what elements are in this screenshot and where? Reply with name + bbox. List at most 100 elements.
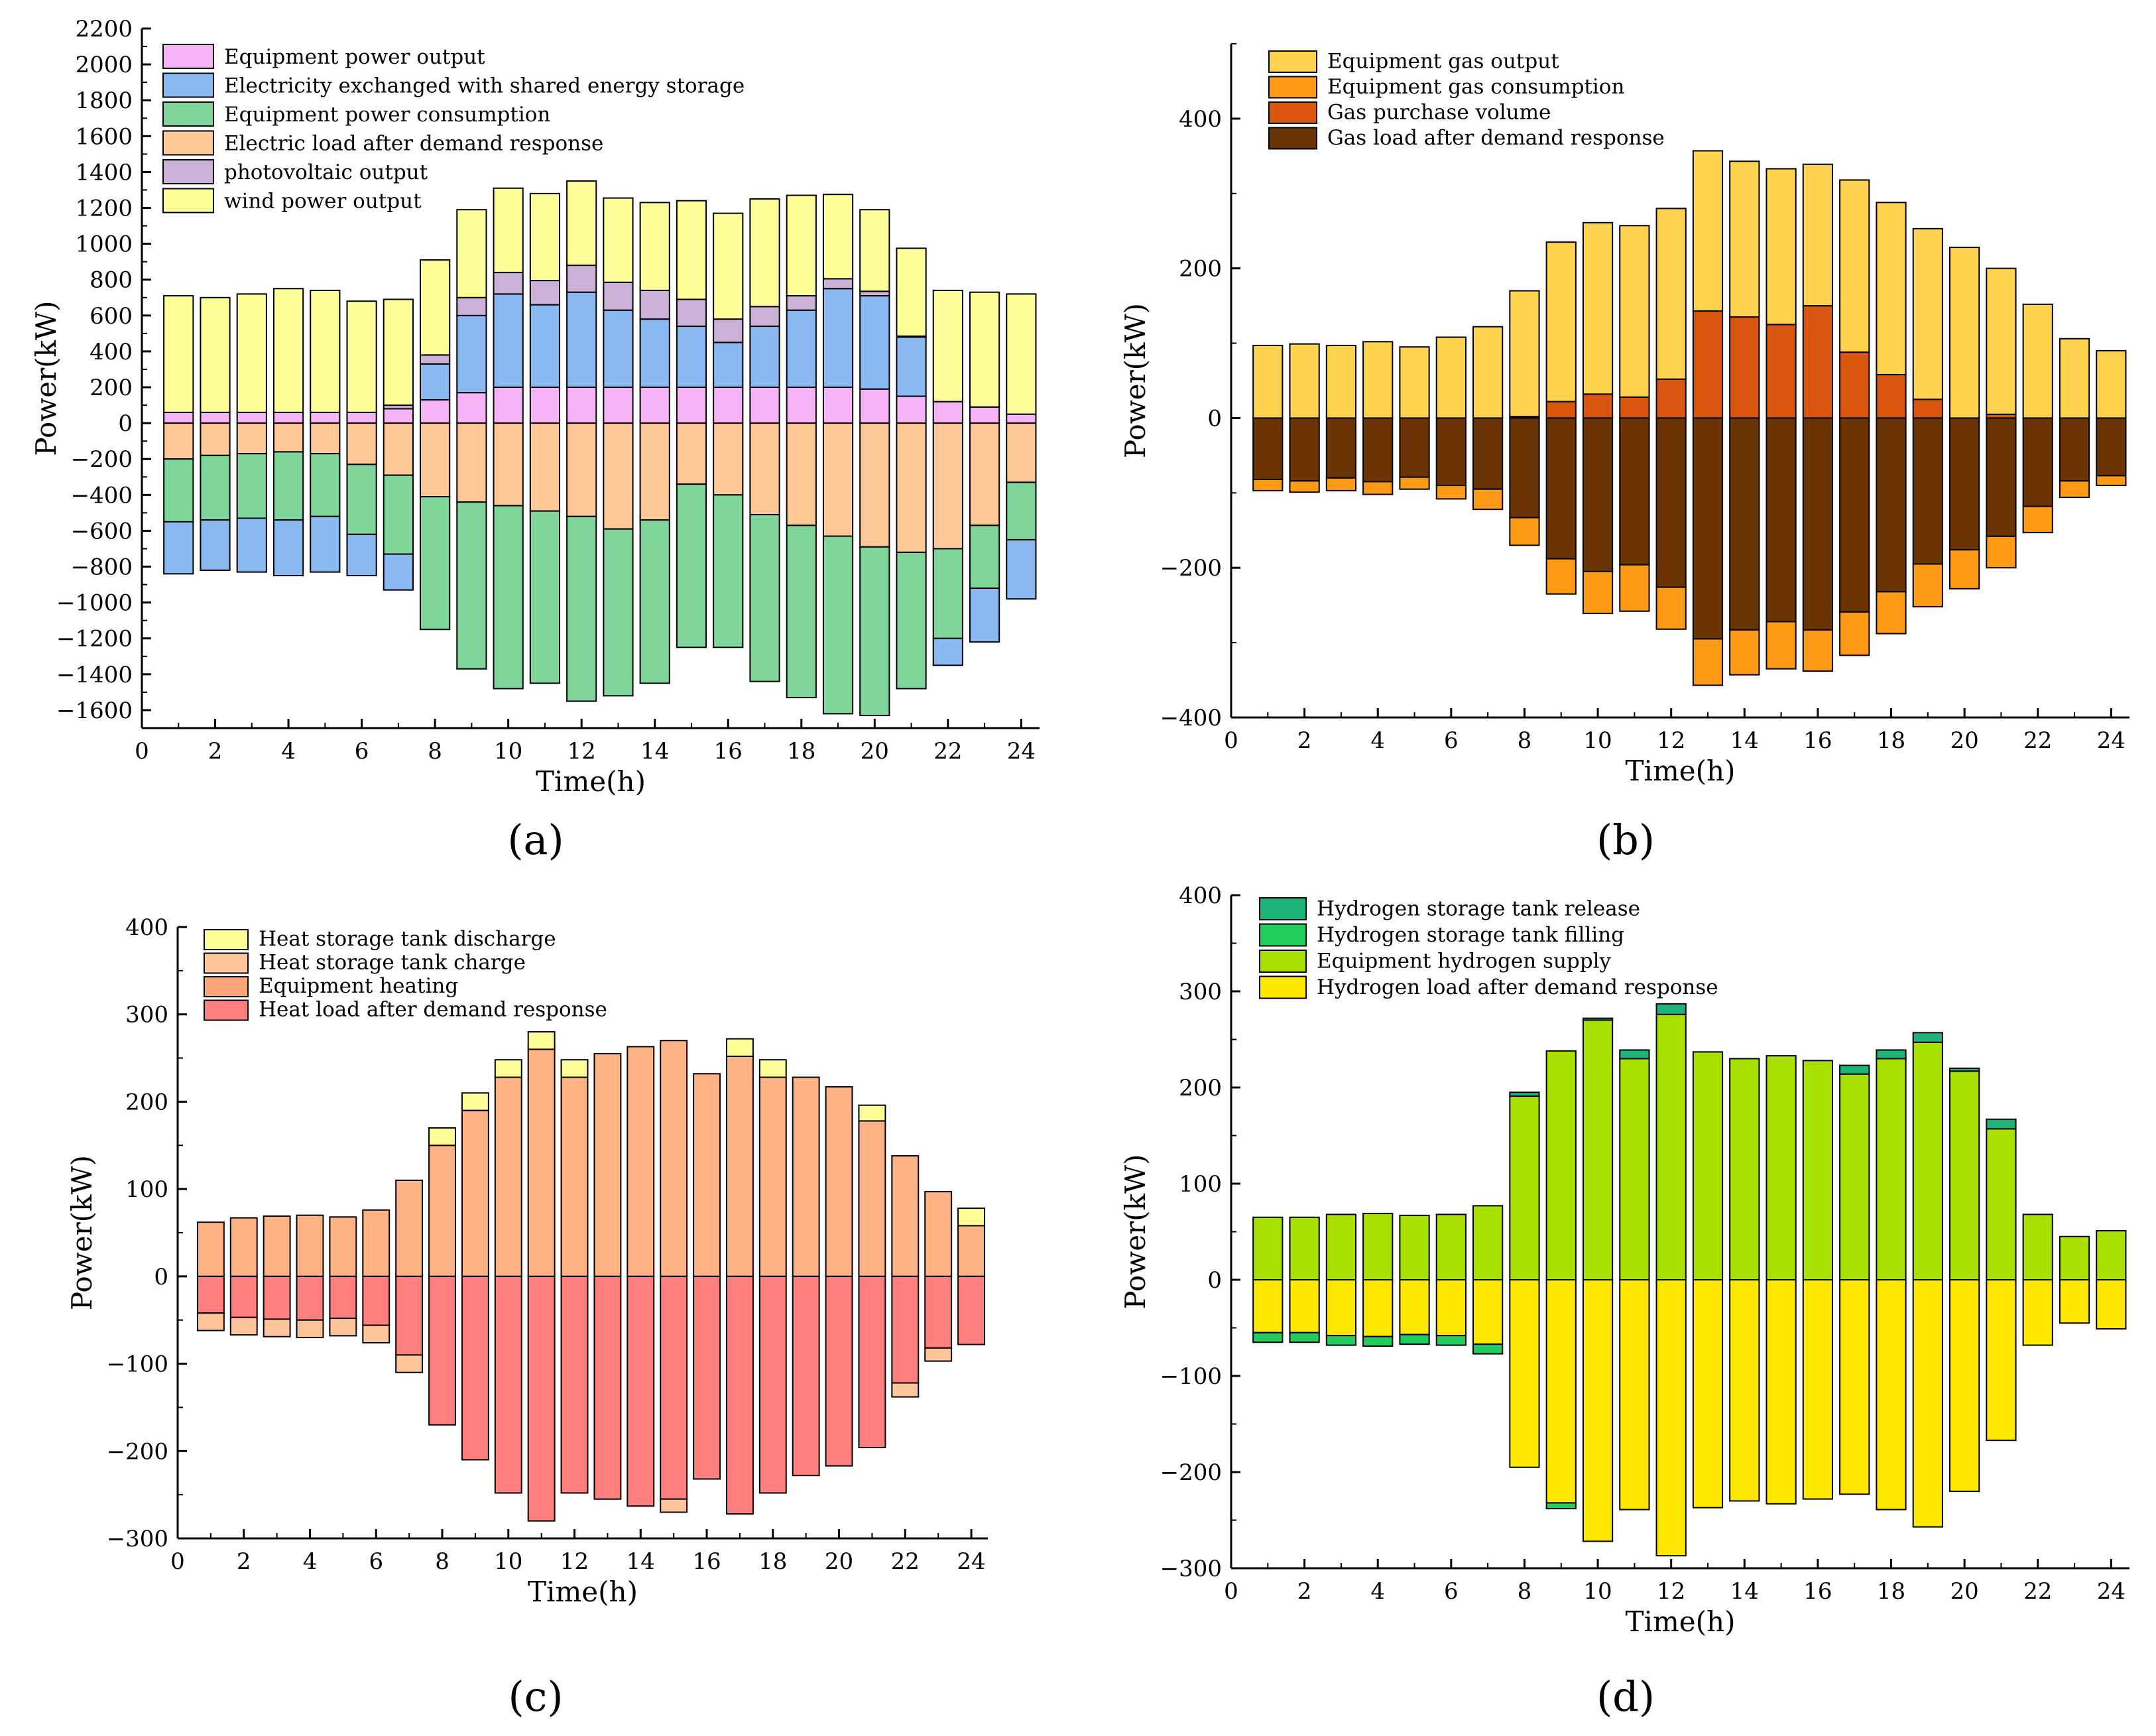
bar-b-equipment-gas-output-t18 [1876,202,1907,375]
bar-c-equipment-heating-t2 [229,1217,258,1277]
bar-c-heat-storage-tank-charge-t2 [229,1316,258,1336]
y-tick-label: 400 [125,914,168,941]
y-tick-label: −1600 [56,698,133,724]
bar-a-equipment-power-consumption-t23 [969,525,1000,589]
x-tick-label: 10 [1583,727,1612,754]
bar-b-gas-load-after-demand-response-t10 [1582,417,1614,572]
bar-c-heat-load-after-demand-response-t15 [660,1275,688,1500]
legend-swatch [204,952,249,974]
bar-a-equipment-power-output-t7 [383,408,414,424]
bar-b-equipment-gas-consumption-t21 [1986,535,2017,569]
bar-d-hydrogen-load-after-demand-response-t3 [1325,1279,1357,1337]
bar-a-equipment-power-consumption-t24 [1006,481,1037,540]
bar-c-equipment-heating-t1 [196,1221,225,1277]
bar-a-electric-load-after-demand-response-t16 [713,422,744,496]
bar-d-equipment-hydrogen-supply-t12 [1655,1013,1687,1281]
x-tick-label: 20 [861,738,889,765]
bar-b-equipment-gas-output-t6 [1435,336,1467,419]
bar-b-equipment-gas-output-t14 [1729,160,1760,318]
bar-b-equipment-gas-output-t9 [1545,241,1577,403]
bar-b-equipment-gas-output-t3 [1325,344,1357,419]
y-tick-label: −200 [1160,1459,1222,1486]
bar-c-heat-storage-tank-charge-t22 [891,1382,920,1398]
x-tick-label: 18 [758,1548,787,1575]
bar-c-heat-load-after-demand-response-t8 [428,1275,456,1426]
chart-panel-b: 0 2 4 6 8 10 12 14 16 18 20 22 24−400−2000200400Time… [1119,43,2129,864]
legend-swatch [1268,127,1317,150]
bar-b-equipment-gas-output-t24 [2096,349,2127,419]
bar-c-heat-load-after-demand-response-t22 [891,1275,920,1384]
bar-a-electricity-exchanged-with-shared-energy-storage-t24 [1006,538,1037,600]
bar-a-electric-load-after-demand-response-t14 [639,422,670,521]
bar-c-equipment-heating-t3 [263,1215,291,1277]
bar-d-hydrogen-load-after-demand-response-t15 [1766,1279,1797,1505]
bar-d-hydrogen-load-after-demand-response-t16 [1802,1279,1834,1500]
x-tick-label: 0 [135,738,149,765]
bar-c-equipment-heating-t8 [428,1145,456,1277]
bar-a-equipment-power-output-t3 [236,411,267,424]
legend-swatch [162,130,214,156]
bar-d-hydrogen-storage-tank-release-t12 [1655,1003,1687,1015]
bar-a-electricity-exchanged-with-shared-energy-storage-t10 [493,293,524,389]
legend-label: Heat storage tank charge [259,951,526,975]
bar-b-gas-load-after-demand-response-t23 [2059,417,2090,482]
bar-b-equipment-gas-consumption-t2 [1289,480,1320,493]
bar-a-equipment-power-consumption-t8 [420,496,451,631]
bar-b-gas-purchase-volume-t10 [1582,393,1614,419]
bar-a-electric-load-after-demand-response-t21 [896,422,927,553]
x-tick-label: 20 [825,1548,853,1575]
y-axis-title: Power(kW) [66,1155,98,1310]
legend-label: Hydrogen storage tank release [1317,897,1640,920]
chart-panel-a: 0 2 4 6 8 10 12 14 16 18 20 22 24−1600−1400−1200−100… [30,16,1040,864]
bar-c-equipment-heating-t20 [825,1086,853,1277]
bar-c-heat-storage-tank-charge-t4 [296,1319,324,1339]
bar-b-gas-load-after-demand-response-t6 [1435,417,1467,487]
bar-c-heat-load-after-demand-response-t18 [758,1275,787,1494]
y-tick-label: −100 [1160,1363,1222,1390]
bar-c-heat-load-after-demand-response-t17 [725,1275,754,1515]
bar-c-heat-storage-tank-charge-t5 [329,1318,357,1337]
bar-a-wind-power-output-t12 [566,180,597,267]
bar-a-wind-power-output-t23 [969,291,1000,408]
y-tick-label: −200 [107,1438,168,1465]
bar-c-heat-storage-tank-discharge-t12 [560,1059,589,1078]
bar-c-heat-load-after-demand-response-t7 [395,1275,424,1356]
bar-c-heat-load-after-demand-response-t9 [461,1275,489,1461]
x-tick-label: 20 [1950,1578,1978,1605]
bar-d-hydrogen-storage-tank-release-t10 [1582,1017,1614,1021]
legend-swatch [1259,975,1307,999]
bar-b-gas-load-after-demand-response-t13 [1692,417,1724,640]
x-tick-label: 24 [2097,727,2126,754]
bar-d-hydrogen-storage-tank-filling-t9 [1545,1502,1577,1510]
x-tick-label: 14 [1730,1578,1759,1605]
bar-a-photovoltaic-output-t16 [713,318,744,343]
legend-swatch [162,72,214,98]
bar-a-electric-load-after-demand-response-t9 [456,422,487,503]
bar-c-heat-storage-tank-discharge-t24 [957,1208,986,1227]
bar-a-electricity-exchanged-with-shared-energy-storage-t16 [713,341,744,389]
bar-d-equipment-hydrogen-supply-t6 [1435,1213,1467,1281]
bar-d-hydrogen-load-after-demand-response-t22 [2022,1279,2053,1346]
bar-a-wind-power-output-t17 [749,198,780,308]
y-axis-title: Power(kW) [1119,1154,1152,1309]
y-tick-label: −200 [71,446,133,473]
bar-a-equipment-power-output-t19 [822,387,854,424]
y-tick-label: −400 [71,482,133,509]
bar-b-equipment-gas-output-t15 [1766,168,1797,326]
bar-d-equipment-hydrogen-supply-t20 [1949,1070,1980,1280]
bar-c-heat-storage-tank-charge-t15 [660,1498,688,1513]
y-tick-label: 200 [125,1089,168,1115]
y-tick-label: 400 [1179,883,1222,909]
y-tick-label: 1000 [75,231,133,258]
bar-b-gas-load-after-demand-response-t4 [1362,417,1394,483]
bar-a-wind-power-output-t5 [310,289,341,413]
bar-a-wind-power-output-t2 [200,296,231,413]
bar-b-gas-load-after-demand-response-t21 [1986,417,2017,537]
y-tick-label: −300 [1160,1556,1222,1582]
bar-d-equipment-hydrogen-supply-t5 [1399,1214,1430,1280]
x-axis-title: Time(h) [528,1576,638,1608]
x-tick-label: 4 [1370,1578,1385,1605]
bar-b-equipment-gas-output-t12 [1655,208,1687,380]
bar-d-hydrogen-storage-tank-filling-t3 [1325,1335,1357,1346]
bar-d-equipment-hydrogen-supply-t24 [2096,1230,2127,1281]
